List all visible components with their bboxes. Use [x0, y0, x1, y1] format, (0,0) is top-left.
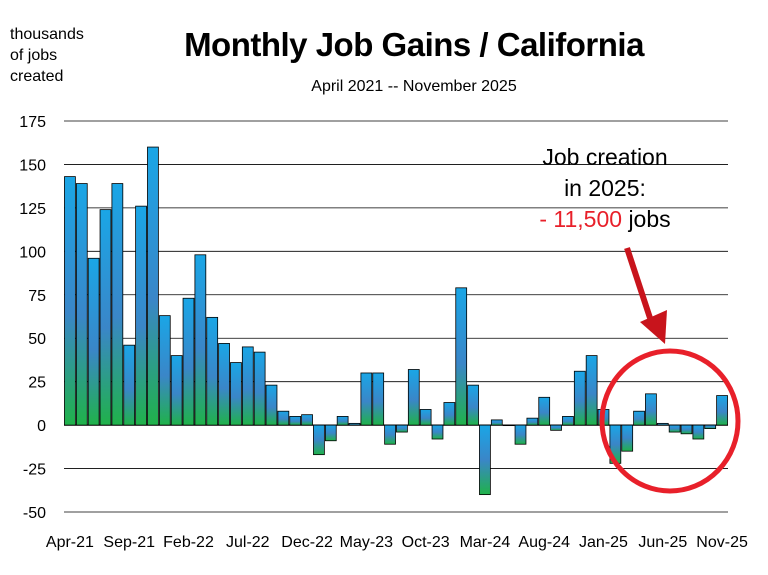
annotation-unit: jobs	[628, 206, 671, 232]
y-tick-label: -50	[23, 505, 46, 522]
y-tick-label: 100	[19, 244, 46, 261]
bar-Nov-22	[289, 416, 302, 426]
y-tick-label: 50	[28, 331, 46, 348]
bar-Sep-25	[692, 424, 705, 440]
bar-Sep-24	[550, 424, 562, 431]
bar-Aug-24	[538, 396, 551, 426]
bar-Nov-23	[431, 424, 444, 440]
bar-Nov-25	[716, 395, 728, 426]
annotation-arrow-line	[624, 247, 653, 319]
bar-Sep-23	[407, 369, 420, 426]
bar-Dec-23	[443, 402, 456, 426]
bar-Jan-22	[170, 355, 183, 426]
x-tick-label: May-23	[340, 534, 393, 551]
bar-Jun-23	[372, 372, 385, 426]
bar-Sep-22	[265, 384, 278, 426]
y-tick-label: 0	[37, 418, 46, 435]
x-tick-label: Dec-22	[281, 534, 333, 551]
bar-Oct-22	[277, 410, 290, 426]
bar-Feb-24	[467, 384, 479, 426]
annotation-value: - 11,500	[539, 206, 623, 232]
bar-May-23	[360, 372, 373, 426]
bar-Mar-25	[621, 424, 634, 452]
y-tick-label: 175	[19, 114, 46, 131]
bar-Feb-22	[182, 297, 195, 426]
bar-Jul-23	[384, 424, 396, 445]
x-tick-label: Oct-23	[402, 534, 450, 551]
y-axis-label-line-1: thousands	[10, 26, 84, 43]
bar-Jun-22	[230, 362, 242, 426]
bar-Nov-24	[573, 370, 586, 426]
y-axis-tick-labels: 175 150 125 100 75 50 25 0 -25 -50	[19, 114, 46, 522]
chart-title: Monthly Job Gains / California	[184, 26, 644, 63]
y-tick-label: 75	[28, 288, 46, 305]
bars	[64, 146, 728, 496]
bar-Feb-23	[324, 424, 337, 442]
bar-Jan-23	[313, 424, 325, 456]
highlight-circle	[599, 348, 741, 494]
x-tick-label: Jan-25	[579, 534, 628, 551]
y-tick-label: 125	[19, 201, 46, 218]
y-axis-label: thousands of jobs created	[10, 24, 84, 87]
bar-Aug-25	[680, 424, 693, 435]
bar-Aug-21	[111, 183, 124, 426]
y-tick-label: 150	[19, 157, 46, 174]
bar-Jul-22	[241, 346, 254, 426]
bar-Jul-24	[526, 417, 539, 426]
y-axis-label-line-3: created	[10, 68, 64, 85]
annotation-shapes	[599, 247, 741, 494]
bar-Oct-25	[704, 424, 717, 429]
bar-Aug-22	[253, 351, 266, 426]
bar-Dec-21	[158, 315, 171, 426]
bar-Mar-22	[194, 254, 207, 426]
annotation-arrow-head	[640, 310, 667, 344]
bar-Jun-21	[87, 257, 100, 426]
bar-Jan-24	[455, 287, 468, 426]
chart-subtitle-wrap: April 2021 -- November 2025	[0, 78, 768, 96]
x-tick-label: Nov-25	[696, 534, 748, 551]
bar-May-24	[502, 424, 515, 427]
bar-Apr-24	[490, 419, 503, 426]
bar-May-22	[218, 343, 230, 426]
bar-Mar-24	[479, 424, 491, 496]
bar-Sep-21	[123, 344, 136, 426]
x-tick-label: Aug-24	[518, 534, 570, 551]
chart-title-wrap: Monthly Job Gains / California	[0, 26, 768, 64]
annotation-line-2: in 2025:	[564, 175, 646, 201]
bar-Oct-24	[562, 416, 574, 426]
y-tick-label: -25	[23, 462, 46, 479]
bar-Apr-23	[348, 422, 361, 426]
bar-Apr-22	[206, 316, 219, 426]
x-tick-label: Feb-22	[163, 534, 214, 551]
bar-Aug-23	[396, 424, 408, 433]
bar-Jul-21	[99, 209, 112, 426]
bar-Dec-24	[585, 355, 598, 426]
bar-Apr-25	[633, 410, 645, 426]
annotation-callout: Job creation in 2025: - 11,500 jobs	[520, 142, 690, 235]
x-tick-label: Jul-22	[226, 534, 270, 551]
annotation-line-3: - 11,500 jobs	[520, 204, 690, 235]
bar-Oct-23	[419, 409, 432, 426]
annotation-line-1: Job creation	[542, 144, 668, 170]
x-tick-label: Mar-24	[460, 534, 511, 551]
bar-Oct-21	[135, 205, 147, 426]
x-axis-tick-labels: Apr-21 Sep-21 Feb-22 Jul-22 Dec-22 May-23 Oct-…	[46, 534, 748, 551]
bar-Dec-22	[301, 414, 313, 426]
y-axis-label-line-2: of jobs	[10, 47, 58, 64]
bar-Mar-23	[336, 416, 349, 426]
x-tick-label: Jun-25	[638, 534, 687, 551]
bar-May-25	[645, 393, 657, 426]
bar-Apr-21	[64, 176, 76, 426]
bar-Jun-25	[656, 422, 669, 426]
bar-May-21	[75, 183, 88, 426]
bar-Jun-24	[514, 424, 527, 445]
x-tick-label: Apr-21	[46, 534, 94, 551]
x-tick-label: Sep-21	[103, 534, 155, 551]
bar-Nov-21	[147, 146, 159, 426]
bar-Jul-25	[668, 424, 681, 433]
chart-subtitle: April 2021 -- November 2025	[311, 78, 517, 95]
y-tick-label: 25	[28, 375, 46, 392]
